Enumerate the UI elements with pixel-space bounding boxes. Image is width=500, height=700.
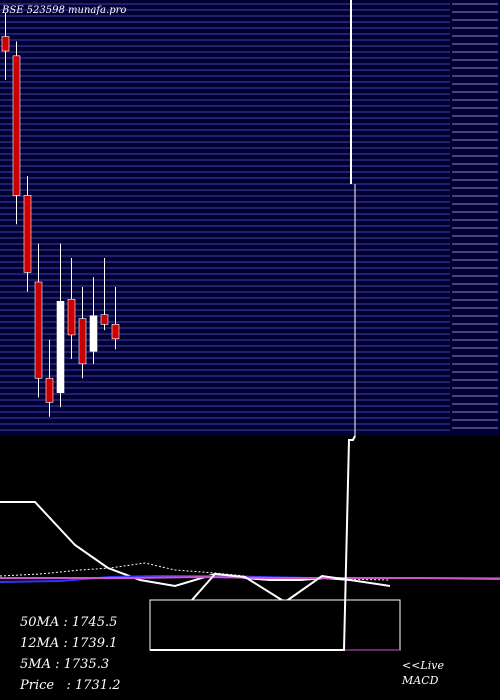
- price-value: Price : 1731.2: [20, 678, 121, 693]
- dotted-average-line: [0, 562, 391, 581]
- moving-average-legend: 50MA : 1745.5 12MA : 1739.1 5MA : 1735.3…: [20, 612, 121, 696]
- chart-title: BSE 523598 munafa.pro: [1, 5, 126, 16]
- bearish-candle-body: [23, 195, 32, 273]
- macd-label: MACD: [402, 674, 439, 687]
- macd-histogram-line: [191, 572, 351, 604]
- bullish-candle-body: [89, 315, 98, 352]
- price-axis-tick-marks: [452, 3, 498, 429]
- macd-spike-line: [343, 435, 356, 651]
- live-link-label[interactable]: <<Live: [402, 659, 444, 672]
- bearish-candle-body: [12, 55, 21, 196]
- magenta-average-line: [0, 575, 500, 580]
- price-grid-lines: [0, 3, 450, 431]
- ma50-value: 50MA : 1745.5: [20, 615, 118, 630]
- bearish-candle-body: [67, 299, 76, 336]
- indicator-panel-background: [0, 436, 500, 700]
- bearish-candle-body: [1, 36, 10, 52]
- bullish-candle-body: [56, 300, 65, 393]
- bearish-candle-body: [34, 281, 43, 379]
- info-box: [149, 599, 401, 651]
- bearish-candle-body: [100, 314, 109, 325]
- bearish-candle-body: [78, 318, 87, 365]
- price-panel-background: [0, 0, 500, 436]
- ma12-value: 12MA : 1739.1: [20, 636, 118, 651]
- candlesticks: [1, 12, 120, 417]
- live-macd-label: <<Live MACD: [402, 658, 444, 688]
- ma5-value: 5MA : 1735.3: [20, 657, 110, 672]
- bearish-candle-body: [111, 324, 120, 340]
- bearish-candle-body: [45, 377, 54, 403]
